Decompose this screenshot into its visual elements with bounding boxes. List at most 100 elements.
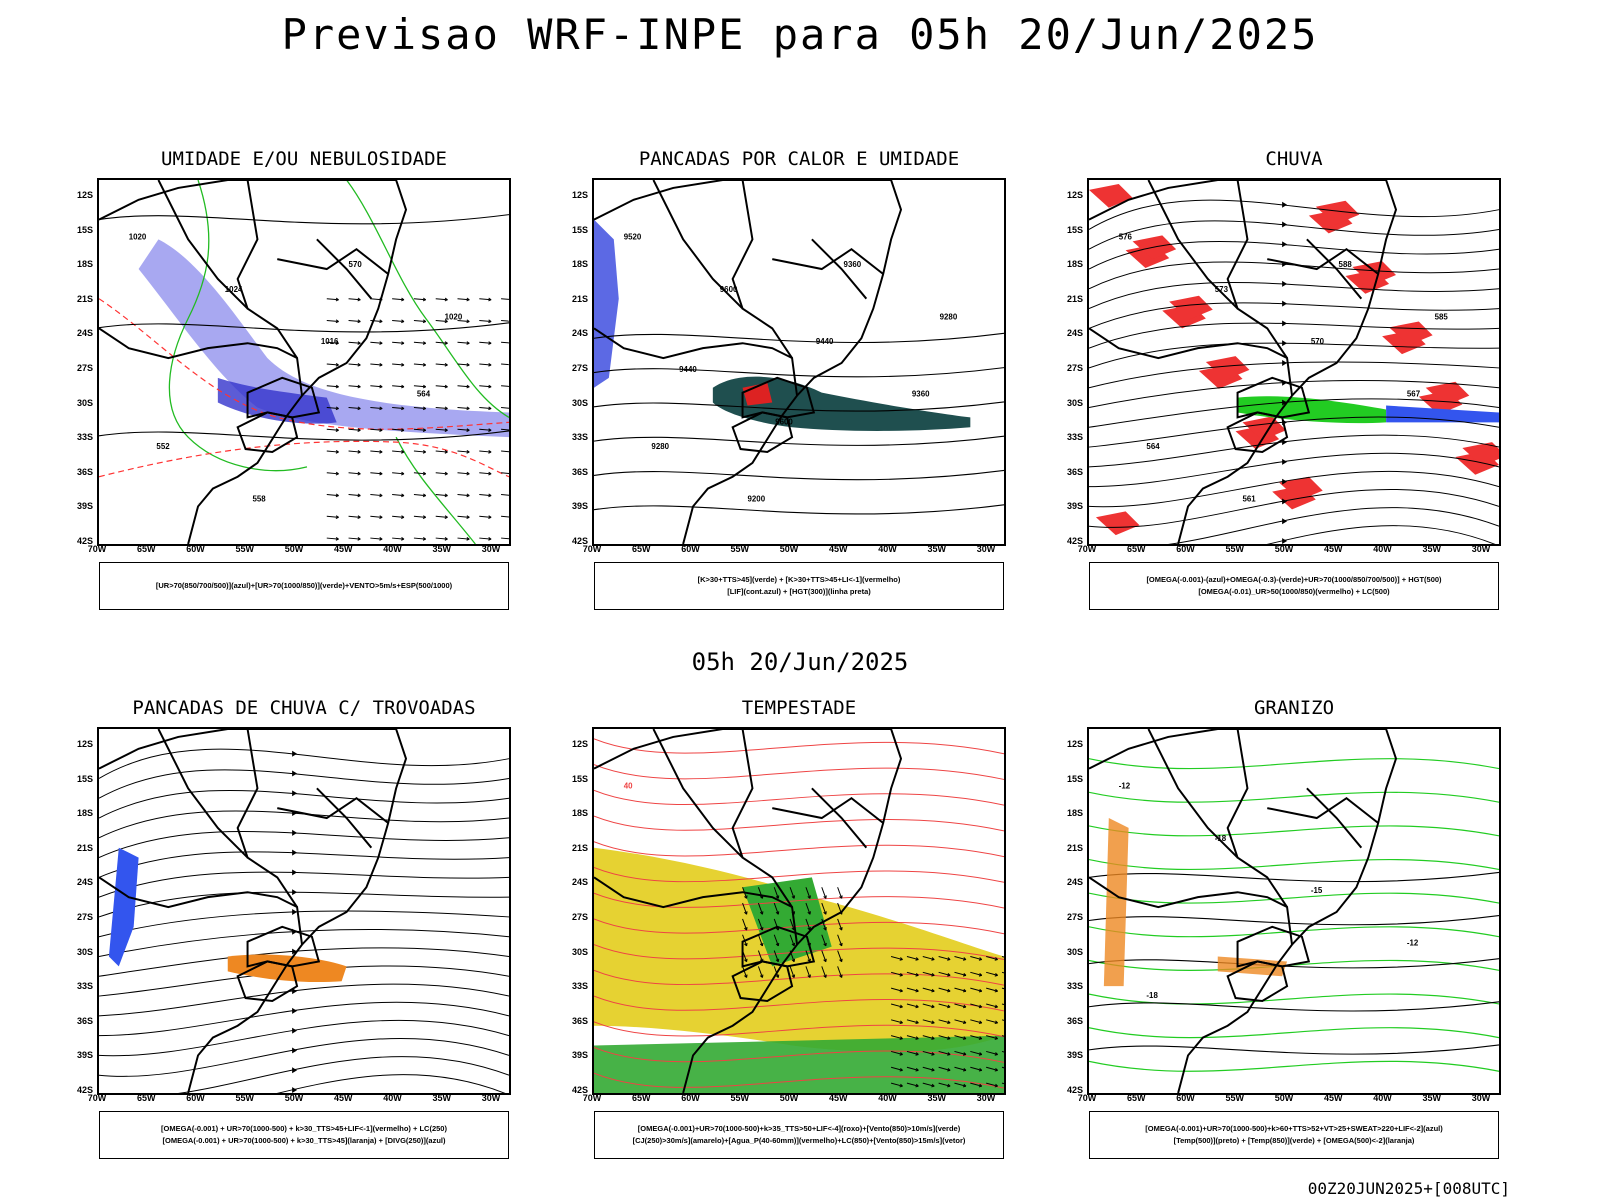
hgt500-contour bbox=[1089, 380, 1499, 408]
hgt500-contour bbox=[1089, 199, 1499, 230]
wind-vector bbox=[479, 472, 492, 475]
wind850-vector bbox=[954, 1019, 967, 1024]
latitude-tick-label: 24S bbox=[571, 877, 588, 888]
wind-vector bbox=[326, 450, 339, 453]
longitude-tick-label: 40W bbox=[878, 1093, 897, 1103]
hgt500-contour-arrow bbox=[1282, 280, 1288, 287]
streamline-850hpa bbox=[594, 969, 1004, 986]
country-border bbox=[1089, 876, 1294, 945]
wind850-vector bbox=[938, 1066, 951, 1071]
wind850-vector bbox=[890, 987, 903, 992]
streamline-250hpa-arrow bbox=[292, 1067, 298, 1074]
latitude-tick-label: 27S bbox=[571, 363, 588, 373]
wind-vector bbox=[457, 494, 470, 497]
wind850-vector bbox=[890, 1035, 903, 1040]
legend-line: [OMEGA(-0.001) + UR>70(1000-500) + k>30_… bbox=[161, 1124, 447, 1133]
wind-vector bbox=[488, 297, 492, 302]
longitude-tick-label: 60W bbox=[1176, 544, 1195, 554]
wind-vector bbox=[466, 537, 470, 541]
state-border bbox=[1236, 376, 1311, 419]
latitude-tick-label: 24S bbox=[1066, 328, 1083, 339]
rain-area bbox=[1242, 416, 1287, 441]
temp850-contour bbox=[1089, 825, 1499, 837]
wind850-vector bbox=[744, 974, 748, 978]
wind850-vector bbox=[931, 1036, 935, 1040]
latitude-tick-label: 12S bbox=[1066, 739, 1083, 749]
wind850-vector bbox=[970, 1035, 982, 1040]
longitude-tick-label: 60W bbox=[186, 544, 205, 554]
wind-vector bbox=[392, 385, 405, 388]
wind850-vector bbox=[986, 1082, 998, 1087]
hgt500-contour bbox=[1089, 489, 1499, 528]
wind-vector bbox=[326, 537, 339, 540]
wind850-vector bbox=[744, 942, 748, 947]
panel-legend: [OMEGA(-0.001)-(azul)+OMEGA(-0.3)-(verde… bbox=[1089, 562, 1499, 610]
latitude-tick-label: 15S bbox=[76, 773, 93, 784]
latitude-tick-label: 36S bbox=[571, 1015, 588, 1026]
wind-vector bbox=[392, 537, 405, 540]
wind-vector bbox=[370, 319, 383, 322]
longitude-tick-label: 30W bbox=[481, 544, 501, 554]
rain-area bbox=[1425, 381, 1470, 406]
wind850-vector bbox=[821, 887, 827, 899]
legend-line: [Temp(500)](preto) + [Temp(850)](verde) … bbox=[1173, 1136, 1415, 1145]
wind850-vector bbox=[821, 934, 827, 947]
wind-vector bbox=[413, 298, 426, 301]
contour-label: 558 bbox=[253, 494, 267, 503]
wind850-vector bbox=[915, 1004, 919, 1009]
wind-vector bbox=[379, 515, 383, 519]
hgt300-contour bbox=[594, 469, 1004, 481]
wind850-vector bbox=[947, 1004, 951, 1009]
wind850-vector bbox=[931, 1052, 935, 1056]
wind850-vector bbox=[823, 942, 827, 947]
wind-vector bbox=[501, 341, 509, 344]
wind850-vector bbox=[1001, 987, 1004, 990]
hgt500-contour bbox=[1167, 507, 1499, 544]
wind850-vector bbox=[986, 1066, 998, 1071]
map-canvas: 1020 1024 1016 564 552 558 570 1020 bbox=[99, 180, 509, 544]
wind-vector bbox=[501, 472, 509, 474]
map-canvas: 576 573 570 567 564 561 588 585 bbox=[1089, 180, 1499, 544]
wind-vector bbox=[413, 319, 426, 322]
wind-vector bbox=[335, 450, 339, 454]
hgt500-contour-arrow bbox=[1282, 300, 1288, 307]
wind-vector bbox=[401, 319, 405, 324]
wind850-vector bbox=[759, 942, 764, 947]
longitude-tick-label: 40W bbox=[383, 1093, 402, 1103]
legend-line: [UR>70(850/700/500)](azul)+[UR>70(1000/8… bbox=[155, 581, 453, 590]
wind-vector bbox=[435, 298, 448, 301]
map-canvas: -12 -18 -15 -12 -18 bbox=[1089, 729, 1499, 1093]
rain-area bbox=[1169, 295, 1213, 320]
wind-vector bbox=[457, 450, 470, 453]
wind850-vector bbox=[805, 902, 811, 915]
wind-vector bbox=[401, 428, 405, 432]
wind-vector bbox=[413, 450, 426, 453]
wind850-vector bbox=[970, 956, 982, 961]
latitude-tick-label: 30S bbox=[76, 946, 93, 957]
hgt300-label: 9600 bbox=[720, 285, 738, 294]
streamline-850hpa bbox=[594, 995, 1004, 1012]
streamline-250hpa bbox=[99, 1038, 509, 1077]
wind850-vector bbox=[931, 1083, 935, 1088]
hgt500-contour-arrow bbox=[1282, 399, 1288, 406]
wind850-vector bbox=[757, 950, 763, 962]
wind-vector bbox=[457, 319, 470, 322]
wind850-vector bbox=[899, 988, 903, 993]
wind-vector bbox=[466, 297, 470, 302]
wind-vector bbox=[413, 494, 426, 497]
streamline-250hpa bbox=[99, 891, 509, 918]
wind850-vector bbox=[789, 887, 795, 899]
wind850-vector bbox=[970, 1019, 982, 1024]
longitude-tick-label: 55W bbox=[235, 544, 254, 554]
wind850-vector bbox=[954, 956, 967, 961]
wind-vector bbox=[348, 407, 361, 410]
wind-vector bbox=[479, 428, 492, 431]
latitude-tick-label: 36S bbox=[76, 466, 93, 477]
wind850-vector bbox=[906, 1082, 919, 1087]
wind-vector bbox=[479, 341, 492, 344]
wind-vector bbox=[422, 515, 427, 519]
country-border bbox=[1089, 327, 1294, 396]
wind-vector bbox=[479, 363, 492, 366]
wind-vector bbox=[435, 319, 448, 322]
wind-vector bbox=[348, 515, 361, 518]
